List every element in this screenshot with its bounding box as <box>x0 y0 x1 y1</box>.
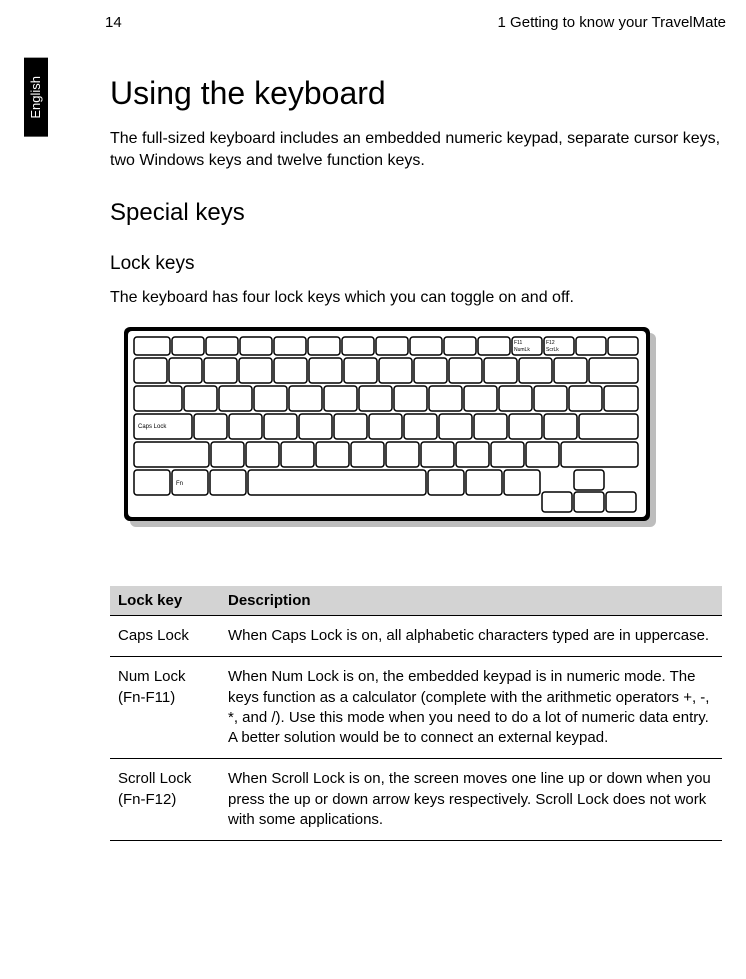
f11-key-label: F11 <box>514 340 522 346</box>
lock-keys-table: Lock key Description Caps Lock When Caps… <box>110 586 722 841</box>
intro-text: The full-sized keyboard includes an embe… <box>110 128 722 171</box>
page-number: 14 <box>105 14 122 31</box>
capslock-key-label: Caps Lock <box>138 424 167 430</box>
row-desc: When Scroll Lock is on, the screen moves… <box>228 769 714 830</box>
f11-key-sub: NumLk <box>514 347 530 353</box>
row-sub: (Fn-F12) <box>118 790 228 810</box>
fn-key-label: Fn <box>176 481 183 487</box>
lock-keys-body: The keyboard has four lock keys which yo… <box>110 289 722 307</box>
table-head-desc: Description <box>228 592 714 609</box>
keyboard-diagram: F11 NumLk F12 ScrLk <box>124 327 722 536</box>
chapter-title: 1 Getting to know your TravelMate <box>498 14 726 31</box>
row-desc: When Caps Lock is on, all alphabetic cha… <box>228 626 714 646</box>
row-key: Caps Lock <box>118 627 189 644</box>
lock-keys-heading: Lock keys <box>110 253 722 275</box>
row-key: Num Lock <box>118 668 186 685</box>
row-desc: When Num Lock is on, the embedded keypad… <box>228 667 714 748</box>
language-tab: English <box>24 58 48 137</box>
row-sub: (Fn-F11) <box>118 688 228 708</box>
f12-key-label: F12 <box>546 340 555 346</box>
table-row: Caps Lock When Caps Lock is on, all alph… <box>110 616 722 657</box>
table-row: Scroll Lock (Fn-F12) When Scroll Lock is… <box>110 759 722 841</box>
row-key: Scroll Lock <box>118 770 191 787</box>
table-head-key: Lock key <box>118 592 228 609</box>
special-keys-heading: Special keys <box>110 199 722 227</box>
f12-key-sub: ScrLk <box>546 347 559 353</box>
page-title: Using the keyboard <box>110 75 722 112</box>
table-row: Num Lock (Fn-F11) When Num Lock is on, t… <box>110 657 722 759</box>
